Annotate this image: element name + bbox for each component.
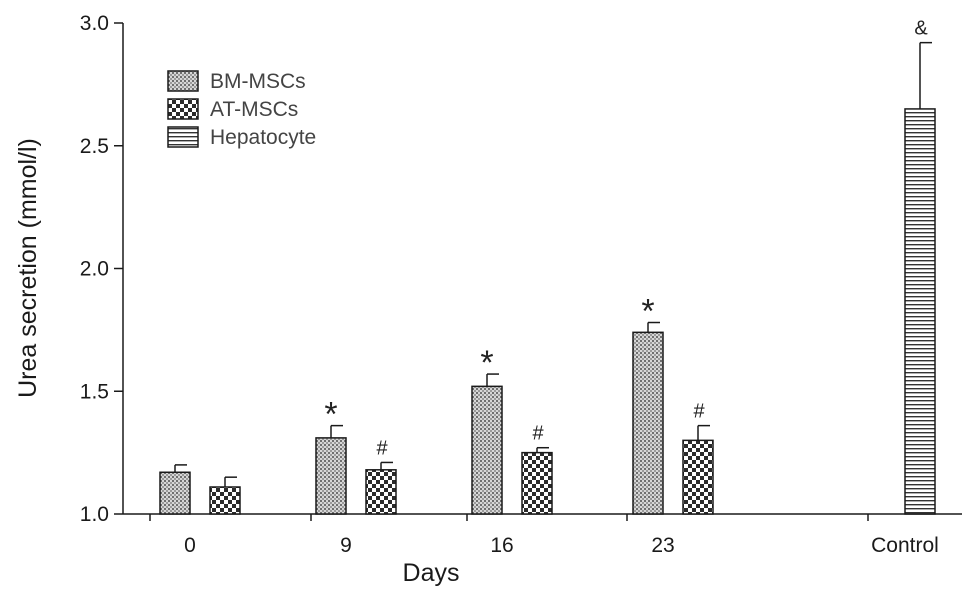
- legend-swatch: [167, 98, 199, 120]
- bar: [365, 469, 397, 515]
- y-tick-label: 1.0: [80, 503, 109, 526]
- bar: [632, 331, 664, 515]
- x-ticks: 0 9 16 23 Control: [149, 514, 939, 557]
- error-bars: [174, 41, 932, 487]
- legend-swatch: [167, 70, 199, 92]
- legend-swatch: [167, 126, 199, 148]
- significance-marker: *: [641, 293, 654, 331]
- y-axis-title: Urea secretion (mmol/l): [14, 138, 42, 398]
- significance-marker: *: [324, 396, 337, 434]
- significance-marker: *: [480, 344, 493, 382]
- x-tick-label: 0: [184, 534, 196, 557]
- bars: [159, 108, 936, 515]
- significance-marker: &: [914, 18, 928, 40]
- legend: BM-MSCs AT-MSCs Hepatocyte: [167, 70, 316, 149]
- significance-marker: #: [376, 437, 388, 459]
- y-tick-label: 2.0: [80, 258, 109, 281]
- x-tick-label: Control: [871, 534, 939, 557]
- x-axis-title: Days: [403, 559, 460, 587]
- bar: [159, 471, 191, 515]
- bar: [682, 439, 714, 515]
- annotations: * * * # # # &: [324, 18, 928, 460]
- y-tick-label: 1.5: [80, 380, 109, 403]
- x-tick-label: 16: [490, 534, 513, 557]
- legend-label: BM-MSCs: [210, 70, 306, 93]
- significance-marker: #: [693, 401, 705, 423]
- y-ticks: 1.0 1.5 2.0 2.5 3.0: [80, 12, 123, 526]
- y-tick-label: 3.0: [80, 12, 109, 35]
- legend-label: AT-MSCs: [210, 98, 298, 121]
- x-tick-label: 23: [651, 534, 674, 557]
- bar: [471, 385, 503, 515]
- bar: [315, 437, 347, 515]
- y-tick-label: 2.5: [80, 135, 109, 158]
- x-tick-label: 9: [340, 534, 352, 557]
- bar: [209, 486, 241, 515]
- bar: [904, 108, 936, 515]
- significance-marker: #: [532, 423, 544, 445]
- legend-label: Hepatocyte: [210, 126, 316, 149]
- bar: [521, 451, 553, 515]
